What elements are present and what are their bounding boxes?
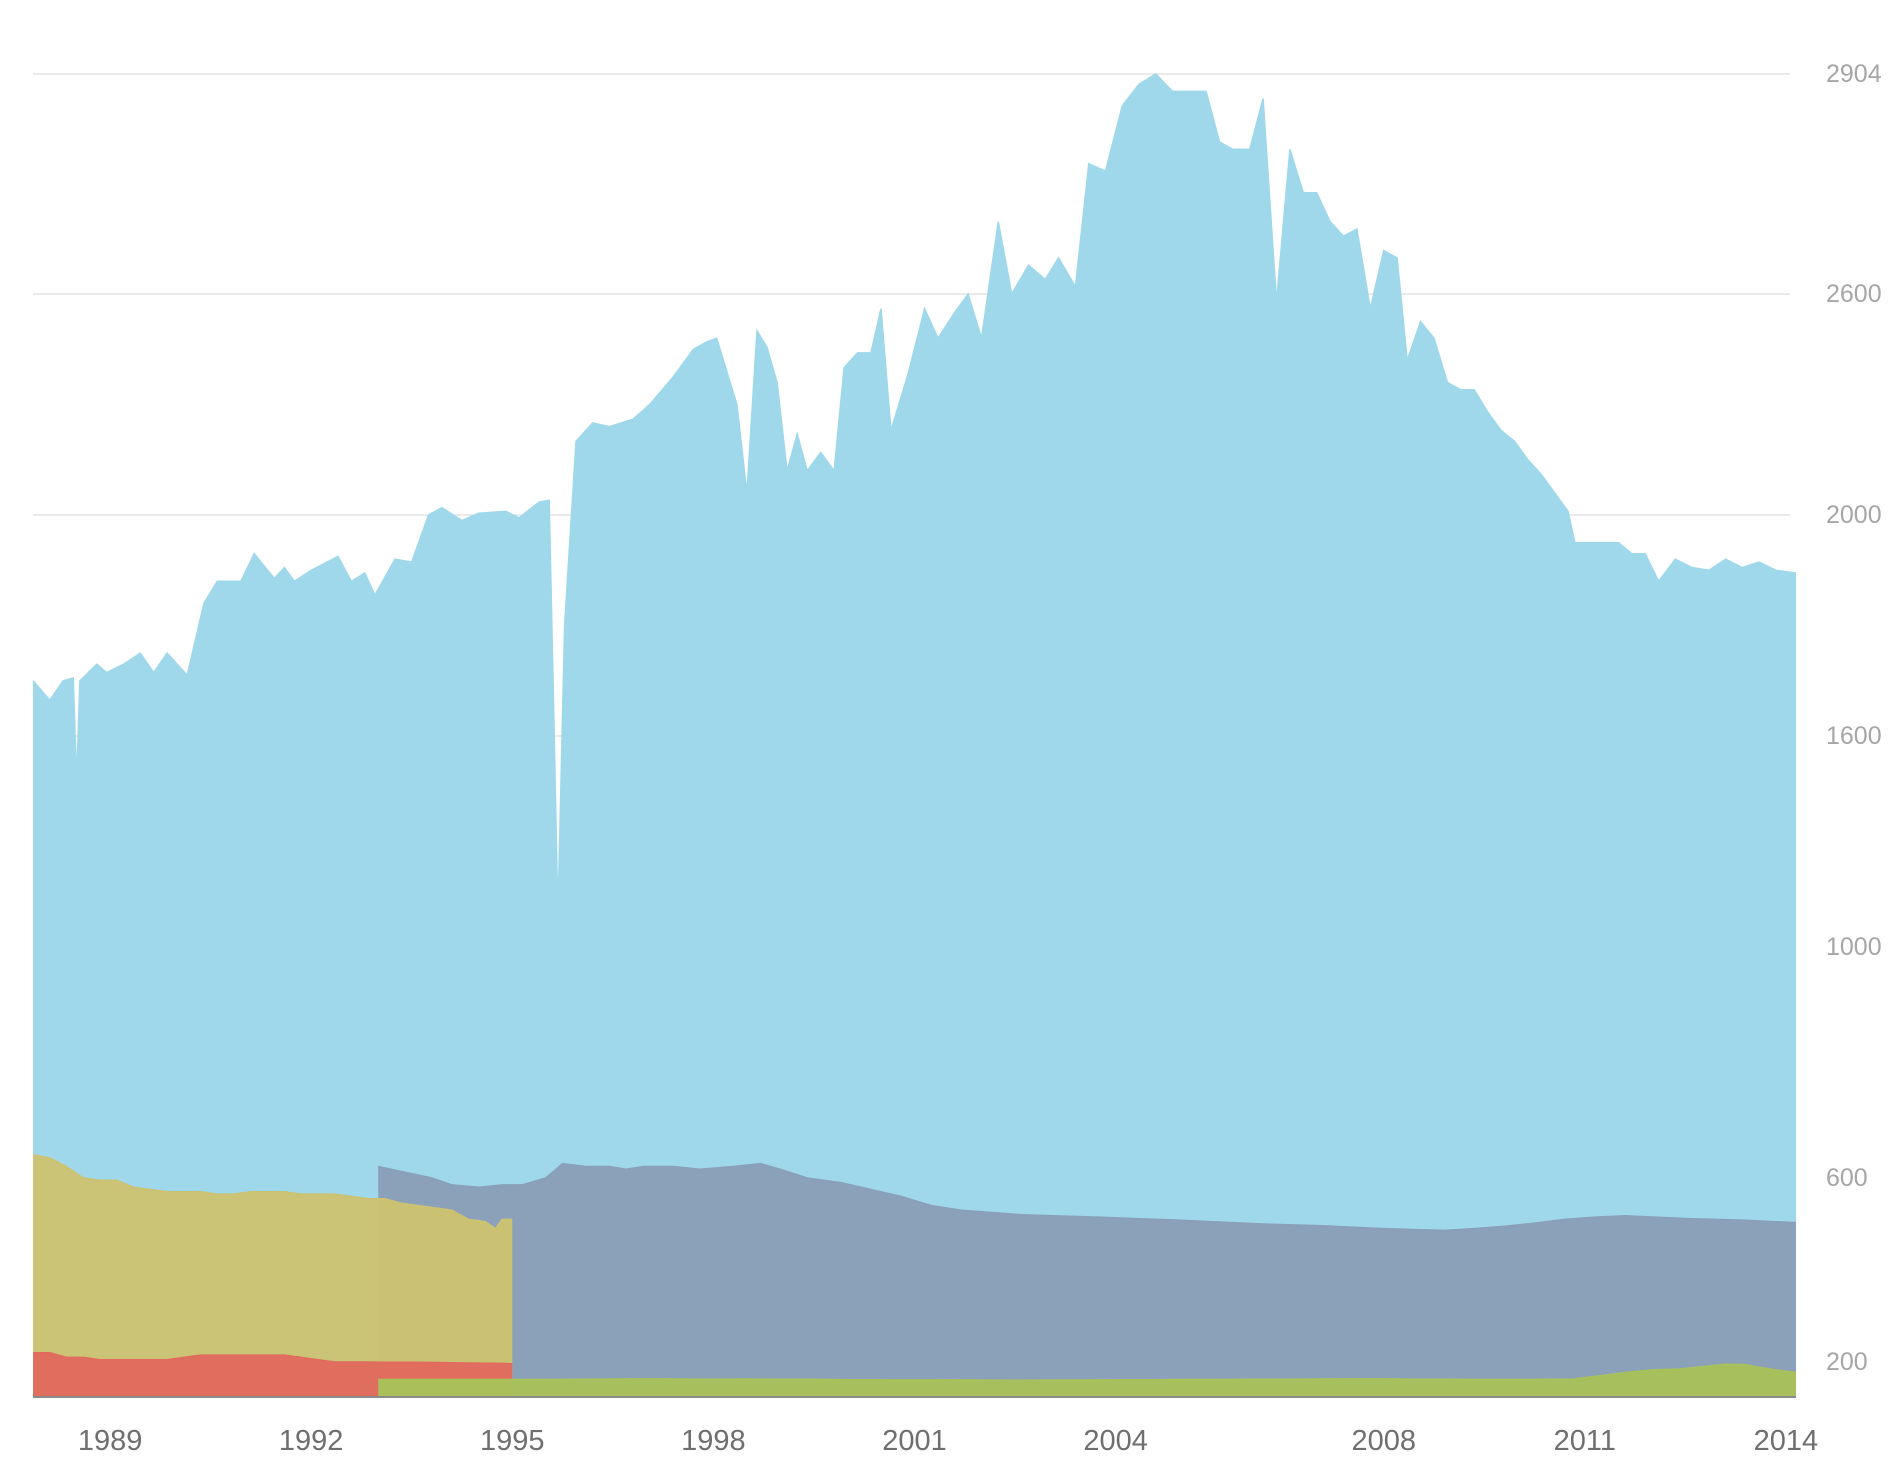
series-area-3 [33, 1154, 513, 1397]
x-tick-label: 1998 [681, 1425, 746, 1457]
series-line-3 [32, 1154, 513, 1230]
x-tick-label: 1995 [480, 1425, 545, 1457]
series-area-2 [378, 1163, 1797, 1397]
y-tick-label: 1000 [1826, 933, 1882, 961]
x-axis-tick-labels: 1989 1992 1995 1998 2001 2004 2008 2011 2014 [78, 1425, 1818, 1457]
x-tick-label: 1992 [279, 1425, 344, 1457]
series-line-2 [378, 1162, 1797, 1232]
y-tick-label: 2600 [1826, 280, 1882, 308]
series-line-5 [378, 1363, 1797, 1381]
x-tick-label: 2001 [882, 1425, 947, 1457]
series-areas [32, 73, 1797, 1397]
x-tick-label: 2008 [1351, 1425, 1416, 1457]
y-tick-label: 1600 [1826, 722, 1882, 750]
y-tick-label: 600 [1826, 1164, 1868, 1192]
x-tick-label: 1989 [78, 1425, 143, 1457]
series-line-4 [33, 1352, 513, 1365]
y-tick-label: 200 [1826, 1348, 1868, 1376]
series-area-1 [33, 74, 1796, 1397]
series-line-1 [32, 73, 1797, 916]
y-tick-label: 2904 [1826, 60, 1882, 88]
x-tick-label: 2011 [1554, 1425, 1616, 1457]
y-axis-tick-labels: 200 600 1000 1600 2000 2600 2904 [1826, 60, 1882, 1376]
x-tick-label: 2014 [1754, 1425, 1819, 1457]
y-tick-label: 2000 [1826, 501, 1882, 529]
x-tick-label: 2004 [1083, 1425, 1148, 1457]
